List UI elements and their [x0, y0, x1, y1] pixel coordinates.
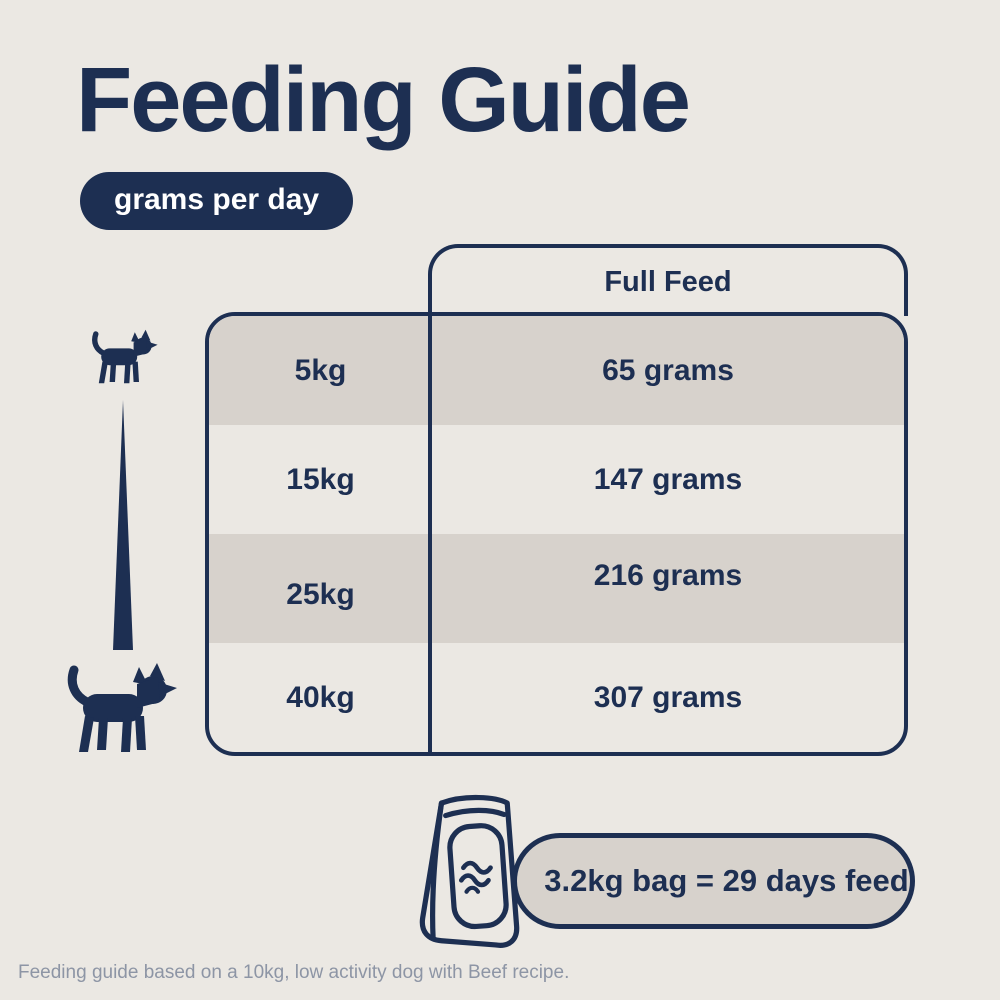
weight-cell: 25kg — [286, 577, 355, 611]
table-row: 5kg 65 grams — [209, 316, 904, 425]
amount-cell: 65 grams — [602, 353, 734, 387]
table-row: 25kg 216 grams — [209, 534, 904, 643]
weight-cell: 40kg — [286, 680, 355, 714]
unit-badge: grams per day — [80, 172, 354, 230]
weight-cell: 15kg — [286, 462, 355, 496]
amount-cell: 216 grams — [593, 558, 743, 592]
size-scale-triangle — [113, 400, 133, 650]
column-divider — [428, 312, 432, 756]
unit-badge-label: grams per day — [114, 183, 320, 216]
bag-callout-pill: 3.2kg bag = 29 days feed — [512, 833, 915, 929]
table-row: 15kg 147 grams — [209, 425, 904, 534]
footnote: Feeding guide based on a 10kg, low activ… — [18, 962, 570, 983]
amount-cell: 307 grams — [593, 680, 743, 714]
food-bag-icon — [419, 794, 520, 948]
weight-cell: 5kg — [294, 353, 347, 387]
feeding-table: 5kg 65 grams 15kg 147 grams 25kg 216 gra… — [205, 312, 908, 756]
small-dog-icon — [92, 329, 158, 384]
page-title: Feeding Guide — [76, 49, 691, 151]
column-header-label: Full Feed — [604, 265, 732, 298]
column-header-box: Full Feed — [428, 244, 908, 316]
table-row: 40kg 307 grams — [209, 643, 904, 752]
bag-callout-text: 3.2kg bag = 29 days feed — [544, 863, 909, 898]
amount-cell: 147 grams — [593, 462, 743, 496]
large-dog-icon — [67, 663, 177, 752]
